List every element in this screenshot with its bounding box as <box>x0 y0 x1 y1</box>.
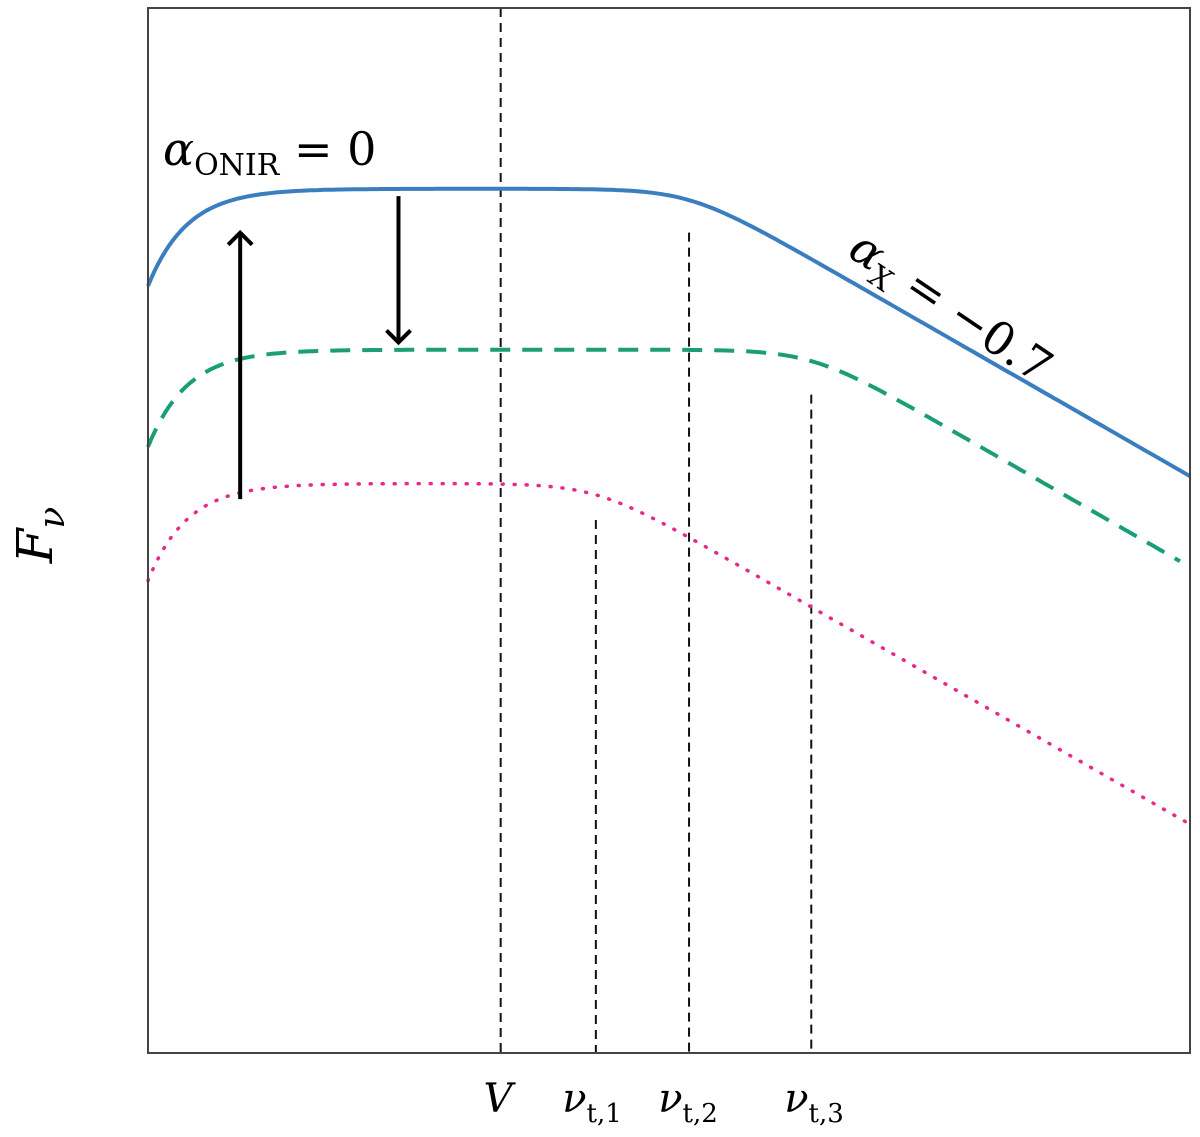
annotation-alpha-onir: αONIR = 0 <box>163 122 376 183</box>
x-tick-label-nu-t1: νt,1 <box>562 1076 622 1129</box>
series-layer <box>146 186 1192 827</box>
arrow-up <box>226 229 254 500</box>
x-tick-label-nu-t2: νt,2 <box>658 1076 718 1129</box>
x-tick-label-v: V <box>484 1076 517 1122</box>
series-dashed <box>146 347 1181 563</box>
arrow-down <box>385 196 412 346</box>
vertical-lines-layer <box>499 8 813 1053</box>
series-dotted <box>146 481 1192 827</box>
annotation-alpha-x: αX = −0.7 <box>836 219 1062 399</box>
plot-frame <box>147 7 1191 1054</box>
series-solid <box>146 186 1191 478</box>
arrows-layer <box>226 196 412 500</box>
x-tick-label-nu-t3: νt,3 <box>784 1076 844 1129</box>
y-axis-label: Fν <box>6 507 73 565</box>
